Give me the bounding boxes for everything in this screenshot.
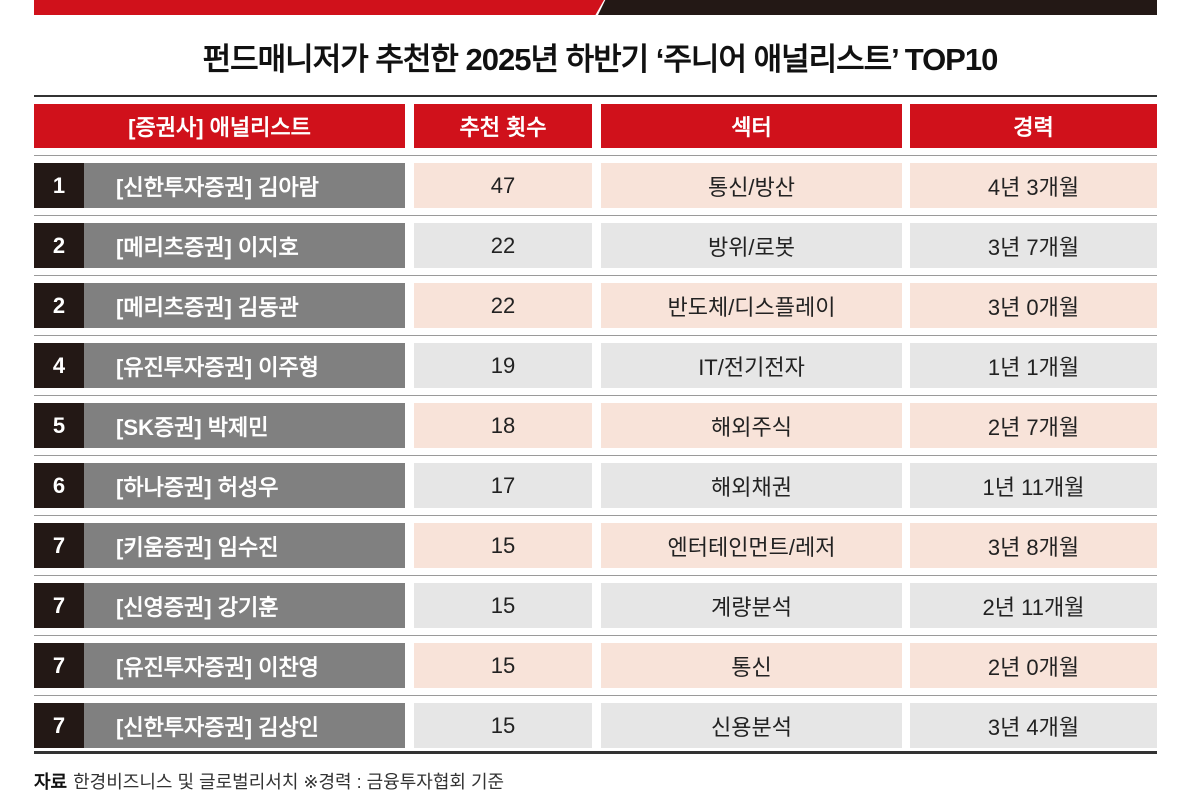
header-count: 추천 횟수 bbox=[414, 104, 592, 148]
row-separator bbox=[34, 515, 1157, 516]
header-career: 경력 bbox=[910, 104, 1157, 148]
bottom-rule bbox=[34, 751, 1157, 754]
count-cell: 17 bbox=[414, 463, 592, 508]
rank-cell: 2 bbox=[34, 283, 84, 328]
sector-cell: 반도체/디스플레이 bbox=[601, 283, 902, 328]
count-cell: 22 bbox=[414, 283, 592, 328]
sector-cell: 신용분석 bbox=[601, 703, 902, 748]
row-separator bbox=[34, 395, 1157, 396]
career-cell: 2년 7개월 bbox=[910, 403, 1157, 448]
analyst-cell: [하나증권] 허성우 bbox=[84, 463, 405, 508]
sector-cell: 방위/로봇 bbox=[601, 223, 902, 268]
analyst-cell: [유진투자증권] 이주형 bbox=[84, 343, 405, 388]
sector-cell: 통신 bbox=[601, 643, 902, 688]
analyst-cell: [SK증권] 박제민 bbox=[84, 403, 405, 448]
source-note: 자료 한경비즈니스 및 글로벌리서치 ※경력 : 금융투자협회 기준 bbox=[34, 768, 504, 794]
career-cell: 2년 0개월 bbox=[910, 643, 1157, 688]
source-text: 한경비즈니스 및 글로벌리서치 ※경력 : 금융투자협회 기준 bbox=[73, 772, 505, 792]
career-cell: 1년 1개월 bbox=[910, 343, 1157, 388]
sector-cell: IT/전기전자 bbox=[601, 343, 902, 388]
row-separator bbox=[34, 335, 1157, 336]
career-cell: 3년 0개월 bbox=[910, 283, 1157, 328]
analyst-cell: [신한투자증권] 김아람 bbox=[84, 163, 405, 208]
analyst-cell: [메리츠증권] 김동관 bbox=[84, 283, 405, 328]
row-separator bbox=[34, 155, 1157, 156]
sector-cell: 통신/방산 bbox=[601, 163, 902, 208]
sector-cell: 계량분석 bbox=[601, 583, 902, 628]
rank-cell: 6 bbox=[34, 463, 84, 508]
source-label: 자료 bbox=[34, 772, 68, 792]
row-separator bbox=[34, 275, 1157, 276]
count-cell: 15 bbox=[414, 583, 592, 628]
rank-cell: 1 bbox=[34, 163, 84, 208]
rank-cell: 2 bbox=[34, 223, 84, 268]
header-sector: 섹터 bbox=[601, 104, 902, 148]
top-bar-dark bbox=[598, 0, 1157, 15]
rank-cell: 4 bbox=[34, 343, 84, 388]
count-cell: 15 bbox=[414, 523, 592, 568]
career-cell: 3년 4개월 bbox=[910, 703, 1157, 748]
analyst-cell: [신영증권] 강기훈 bbox=[84, 583, 405, 628]
row-separator bbox=[34, 635, 1157, 636]
rank-cell: 7 bbox=[34, 583, 84, 628]
top-bar-red bbox=[34, 0, 604, 15]
count-cell: 15 bbox=[414, 643, 592, 688]
row-separator bbox=[34, 695, 1157, 696]
rank-cell: 7 bbox=[34, 523, 84, 568]
sector-cell: 해외주식 bbox=[601, 403, 902, 448]
career-cell: 3년 7개월 bbox=[910, 223, 1157, 268]
analyst-cell: [신한투자증권] 김상인 bbox=[84, 703, 405, 748]
career-cell: 1년 11개월 bbox=[910, 463, 1157, 508]
header-analyst: [증권사] 애널리스트 bbox=[34, 104, 405, 148]
row-separator bbox=[34, 575, 1157, 576]
count-cell: 19 bbox=[414, 343, 592, 388]
count-cell: 18 bbox=[414, 403, 592, 448]
rank-cell: 7 bbox=[34, 643, 84, 688]
career-cell: 4년 3개월 bbox=[910, 163, 1157, 208]
row-separator bbox=[34, 455, 1157, 456]
analyst-cell: [유진투자증권] 이찬영 bbox=[84, 643, 405, 688]
analyst-cell: [메리츠증권] 이지호 bbox=[84, 223, 405, 268]
career-cell: 3년 8개월 bbox=[910, 523, 1157, 568]
rank-cell: 7 bbox=[34, 703, 84, 748]
rank-cell: 5 bbox=[34, 403, 84, 448]
top-rule bbox=[34, 95, 1157, 97]
page-title: 펀드매니저가 추천한 2025년 하반기 ‘주니어 애널리스트’ TOP10 bbox=[202, 42, 999, 77]
row-separator bbox=[34, 215, 1157, 216]
count-cell: 15 bbox=[414, 703, 592, 748]
count-cell: 22 bbox=[414, 223, 592, 268]
career-cell: 2년 11개월 bbox=[910, 583, 1157, 628]
count-cell: 47 bbox=[414, 163, 592, 208]
sector-cell: 해외채권 bbox=[601, 463, 902, 508]
sector-cell: 엔터테인먼트/레저 bbox=[601, 523, 902, 568]
analyst-cell: [키움증권] 임수진 bbox=[84, 523, 405, 568]
